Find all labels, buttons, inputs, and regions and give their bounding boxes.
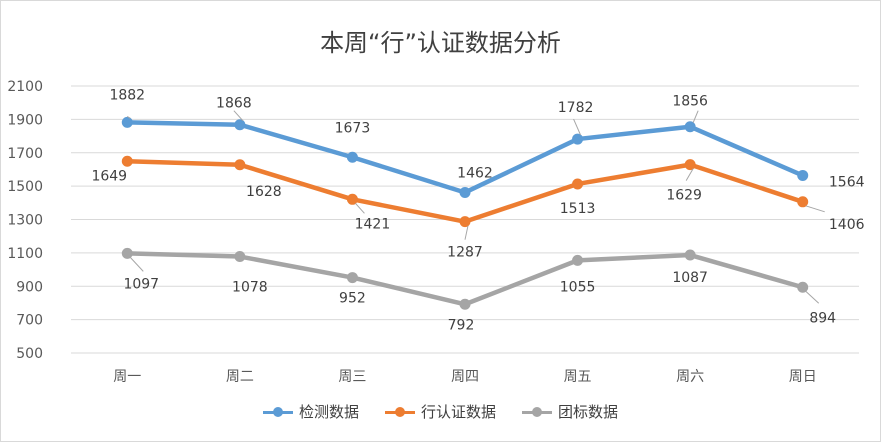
y-tick-label: 900 <box>16 279 43 295</box>
data-label: 1087 <box>672 270 708 286</box>
data-label: 792 <box>448 317 475 333</box>
x-tick-label: 周四 <box>451 369 479 385</box>
data-label: 1856 <box>672 94 708 110</box>
data-point <box>459 186 471 198</box>
data-point <box>572 178 584 190</box>
data-label: 1421 <box>355 216 391 232</box>
chart-title: 本周“行”认证数据分析 <box>320 29 561 57</box>
data-point <box>684 121 696 133</box>
data-point <box>121 116 133 128</box>
data-point <box>234 119 246 131</box>
data-label: 1628 <box>246 184 282 200</box>
data-label: 1406 <box>829 217 865 233</box>
legend-swatch-icon <box>262 406 293 417</box>
leader-line <box>805 205 825 213</box>
x-tick-label: 周五 <box>564 369 592 385</box>
y-tick-label: 1700 <box>7 146 43 162</box>
data-label: 1629 <box>666 188 702 204</box>
y-tick-label: 700 <box>16 313 43 329</box>
data-point <box>797 169 809 181</box>
data-label: 1564 <box>829 174 865 190</box>
data-point <box>572 254 584 266</box>
legend-item-certification[interactable]: 行认证数据 <box>384 401 496 422</box>
data-label: 1055 <box>560 279 596 295</box>
legend-label: 团标数据 <box>558 403 619 421</box>
x-tick-label: 周六 <box>676 369 704 385</box>
series-line <box>125 120 805 195</box>
x-tick-label: 周二 <box>226 369 254 385</box>
leader-line <box>233 110 244 122</box>
data-point <box>121 155 133 167</box>
legend-label: 行认证数据 <box>420 403 496 421</box>
data-point <box>234 159 246 171</box>
y-tick-label: 500 <box>16 346 43 362</box>
data-point <box>346 193 358 205</box>
data-label: 1287 <box>447 245 483 261</box>
data-point <box>346 272 358 284</box>
data-point <box>346 151 358 163</box>
x-tick-label: 周日 <box>789 369 817 385</box>
y-tick-label: 1100 <box>7 246 43 262</box>
legend-label: 检测数据 <box>298 403 359 421</box>
y-tick-label: 1500 <box>7 179 43 195</box>
data-point <box>572 133 584 145</box>
x-tick-label: 周三 <box>338 369 366 385</box>
leader-line <box>129 257 144 272</box>
leader-line <box>464 225 469 240</box>
data-label: 1673 <box>335 120 371 136</box>
legend-item-group-standard[interactable]: 团标数据 <box>522 401 618 422</box>
legend-swatch-icon <box>384 406 415 417</box>
data-point <box>797 281 809 293</box>
data-label: 1462 <box>457 165 493 181</box>
data-point <box>797 196 809 208</box>
data-label: 952 <box>339 291 366 307</box>
leader-line <box>573 118 582 136</box>
data-label: 1513 <box>560 201 596 217</box>
x-tick-label: 周一 <box>113 369 141 385</box>
data-label: 1868 <box>216 96 252 112</box>
data-point <box>684 159 696 171</box>
data-label: 1649 <box>91 168 127 184</box>
data-label: 1097 <box>123 276 159 292</box>
data-label: 894 <box>809 310 836 326</box>
leader-line <box>692 110 699 123</box>
leader-line <box>127 115 131 119</box>
leader-line <box>355 202 365 214</box>
data-label: 1882 <box>109 87 145 103</box>
y-tick-label: 1900 <box>7 112 43 128</box>
data-point <box>234 251 246 263</box>
data-point <box>459 216 471 228</box>
data-label: 1782 <box>558 100 594 116</box>
data-point <box>684 249 696 261</box>
y-tick-label: 1300 <box>7 213 43 229</box>
y-tick-label: 2100 <box>7 79 43 95</box>
leader-line <box>805 290 820 304</box>
legend-swatch-icon <box>522 406 552 417</box>
leader-line <box>685 168 694 181</box>
data-point <box>121 247 133 259</box>
data-label: 1078 <box>232 280 268 296</box>
legend-item-inspection[interactable]: 检测数据 <box>262 401 359 422</box>
legend: 检测数据 行认证数据 团标数据 <box>1 401 880 422</box>
data-point <box>459 298 471 310</box>
